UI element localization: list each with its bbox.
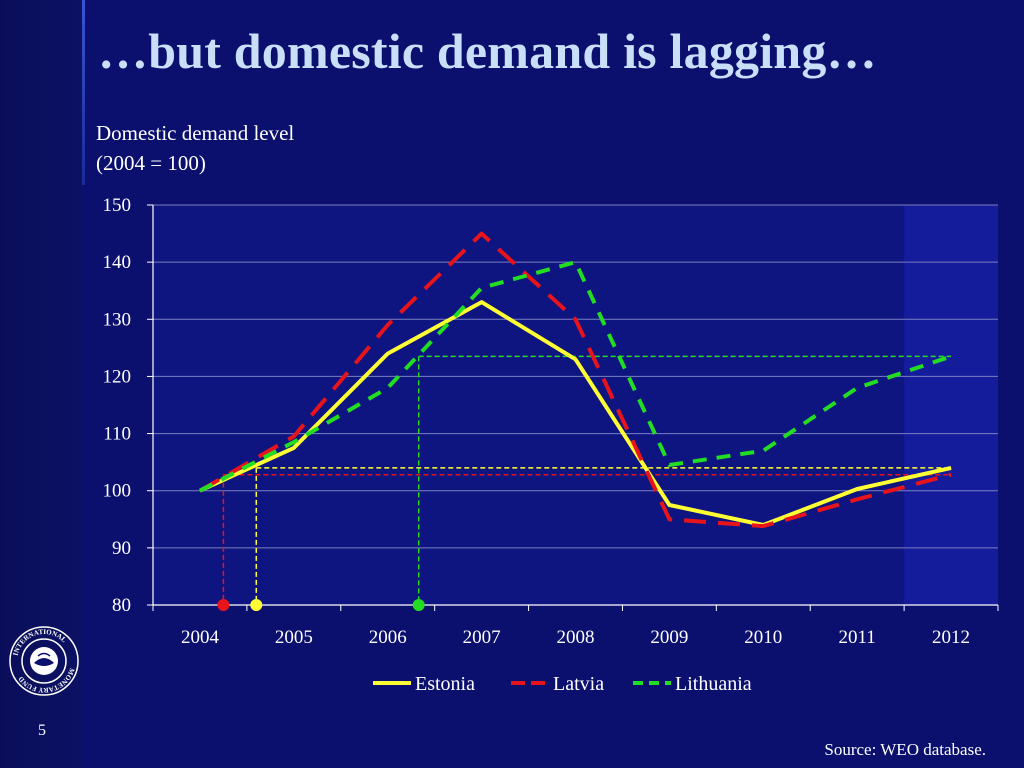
ref-dot-latvia [217, 599, 230, 611]
x-tick-label-2011: 2011 [839, 627, 876, 648]
y-tick-label-150: 150 [103, 195, 132, 216]
forecast-shade [904, 205, 998, 605]
x-tick-label-2012: 2012 [932, 627, 970, 648]
y-tick-label-80: 80 [112, 595, 131, 616]
legend-label-estonia: Estonia [415, 673, 475, 695]
y-tick-label-140: 140 [103, 252, 132, 273]
series-line-lithuania [198, 260, 952, 493]
slide-title: …but domestic demand is lagging… [98, 23, 877, 79]
plot-area [153, 205, 998, 605]
left-accent-rule [82, 0, 85, 185]
left-band [0, 0, 82, 768]
legend-label-lithuania: Lithuania [675, 673, 752, 695]
x-tick-label-2010: 2010 [744, 627, 782, 648]
y-tick-label-120: 120 [103, 366, 132, 387]
ref-dot-lithuania [412, 599, 425, 611]
y-tick-label-100: 100 [103, 481, 132, 502]
ref-dot-estonia [250, 599, 263, 611]
y-axis-label-line-1: Domestic demand level [96, 121, 295, 145]
x-tick-label-2008: 2008 [557, 627, 595, 648]
legend-label-latvia: Latvia [553, 673, 604, 695]
y-tick-label-130: 130 [103, 309, 132, 330]
y-axis-label-line-2: (2004 = 100) [96, 151, 206, 175]
source-note: Source: WEO database. [824, 740, 986, 759]
y-axis-label: Domestic demand level (2004 = 100) [96, 118, 294, 178]
series-line-latvia [198, 231, 952, 529]
y-tick-label-90: 90 [112, 538, 131, 559]
page-number: 5 [38, 722, 46, 739]
x-tick-label-2005: 2005 [275, 627, 313, 648]
x-tick-label-2004: 2004 [181, 627, 220, 648]
imf-seal-logo: INTERNATIONAL MONETARY FUND [9, 626, 79, 696]
series-line-estonia [199, 300, 952, 527]
x-tick-label-2006: 2006 [369, 627, 407, 648]
x-tick-label-2007: 2007 [463, 627, 501, 648]
y-tick-label-110: 110 [103, 424, 131, 445]
x-tick-label-2009: 2009 [650, 627, 688, 648]
